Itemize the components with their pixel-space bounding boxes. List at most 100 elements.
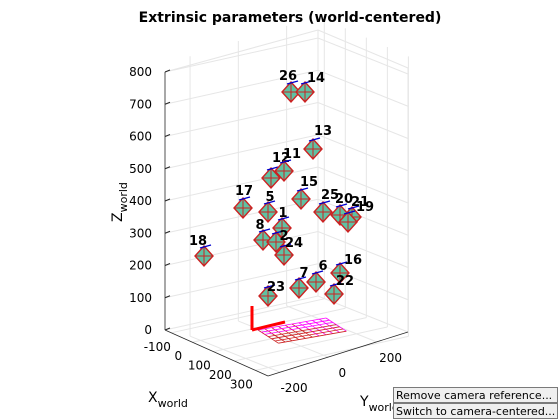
camera-axis xyxy=(335,261,348,266)
camera-19: 19 xyxy=(338,200,374,234)
camera-label: 20 xyxy=(335,192,353,207)
board-line xyxy=(261,319,330,333)
chart-title: Extrinsic parameters (world-centered) xyxy=(139,10,442,26)
z-axis-label-main: Z xyxy=(110,212,126,222)
z-tick xyxy=(164,134,171,137)
z-tick-label: 600 xyxy=(129,130,152,144)
camera-label: 7 xyxy=(299,266,308,281)
camera-label: 17 xyxy=(235,184,253,199)
y-tick-label: 200 xyxy=(379,351,402,365)
camera-24: 24 xyxy=(274,236,303,267)
board-line xyxy=(274,328,344,342)
camera-15: 15 xyxy=(291,175,318,211)
camera-axis xyxy=(279,159,292,164)
y-tick-label: 0 xyxy=(339,366,347,380)
z-tick-label: 300 xyxy=(129,226,152,240)
camera-label: 14 xyxy=(307,71,325,86)
camera-label: 22 xyxy=(336,274,354,289)
z-tick xyxy=(164,230,171,234)
y-tick-label: -200 xyxy=(280,381,307,395)
y-gridline xyxy=(286,305,377,343)
camera-axis xyxy=(329,282,342,287)
x-tick-label: -100 xyxy=(144,340,171,354)
camera-label: 13 xyxy=(314,124,332,139)
y-axis-label: Yworld xyxy=(359,394,399,414)
camera-7: 7 xyxy=(289,266,309,300)
x-tick-label: 300 xyxy=(230,377,253,391)
remove-camera-reference-button[interactable]: Remove camera reference... xyxy=(393,387,558,403)
y-gridline xyxy=(189,335,281,373)
z-tick-label: 700 xyxy=(129,97,152,111)
z-tick-label: 400 xyxy=(129,194,152,208)
camera-label: 5 xyxy=(265,190,274,205)
x-axis-label-main: X xyxy=(148,390,158,406)
camera-label: 23 xyxy=(267,280,285,295)
camera-axis xyxy=(238,196,251,201)
z-axis-label-sub: world xyxy=(117,182,130,212)
camera-22: 22 xyxy=(324,274,354,306)
camera-label: 16 xyxy=(344,253,362,268)
camera-label: 26 xyxy=(279,69,297,84)
camera-axis xyxy=(294,276,307,281)
top-edge-left xyxy=(164,29,319,73)
z-tick xyxy=(164,198,171,202)
camera-6: 6 xyxy=(306,259,328,294)
x-tick-label: 0 xyxy=(175,349,183,363)
camera-label: 15 xyxy=(300,175,318,190)
world-x-arrow xyxy=(251,320,286,332)
camera-axis xyxy=(296,187,309,192)
switch-camera-centered-button[interactable]: Switch to camera-centered... xyxy=(393,403,558,419)
camera-11: 11 xyxy=(274,147,301,183)
z-tick-label: 200 xyxy=(129,259,152,273)
z-tick xyxy=(164,263,171,266)
z-tick-label: 100 xyxy=(129,291,152,305)
z-tick-label: 0 xyxy=(144,323,152,337)
board-line xyxy=(268,324,337,337)
camera-label: 18 xyxy=(189,234,207,249)
board-line xyxy=(264,322,333,335)
x-axis-label: Xworld xyxy=(148,390,188,410)
x-gridline xyxy=(234,326,388,362)
x-axis-label-sub: world xyxy=(158,397,188,410)
y-axis-label-main: Y xyxy=(359,394,369,410)
camera-axis xyxy=(318,200,331,205)
camera-axis xyxy=(266,166,279,171)
camera-label: 11 xyxy=(283,147,301,162)
camera-axis xyxy=(343,210,356,215)
z-tick xyxy=(164,101,171,105)
y-axis-label-sub: world xyxy=(369,401,399,414)
camera-5: 5 xyxy=(258,190,278,224)
z-tick-label: 800 xyxy=(129,65,152,79)
x-gridline xyxy=(255,335,409,371)
camera-13: 13 xyxy=(303,124,332,161)
camera-axis xyxy=(279,243,292,248)
camera-axis xyxy=(311,270,324,275)
calibration-board xyxy=(250,306,347,344)
camera-axis xyxy=(271,230,284,235)
camera-18: 18 xyxy=(189,234,214,268)
camera-label: 6 xyxy=(318,259,327,274)
camera-17: 17 xyxy=(233,184,253,220)
camera-label: 19 xyxy=(356,200,374,215)
board-line xyxy=(271,326,340,340)
axes: 0100200300400500600700800-1000100200300-… xyxy=(129,65,409,395)
camera-axis xyxy=(308,137,321,142)
top-edge-right xyxy=(317,29,409,69)
z-tick xyxy=(164,327,171,331)
camera-axis xyxy=(263,284,276,289)
camera-axis xyxy=(335,203,348,208)
camera-25: 25 xyxy=(313,188,339,224)
x-axis-line xyxy=(164,329,269,377)
z-tick xyxy=(164,295,171,299)
camera-label: 2 xyxy=(279,229,288,244)
x-tick-label: 200 xyxy=(209,368,232,382)
board-line xyxy=(257,317,327,331)
camera-label: 25 xyxy=(321,188,339,203)
camera-label: 24 xyxy=(285,236,303,251)
camera-axis xyxy=(263,200,276,205)
camera-16: 16 xyxy=(330,253,362,285)
camera-axis xyxy=(286,80,299,85)
camera-label: 1 xyxy=(278,206,287,221)
